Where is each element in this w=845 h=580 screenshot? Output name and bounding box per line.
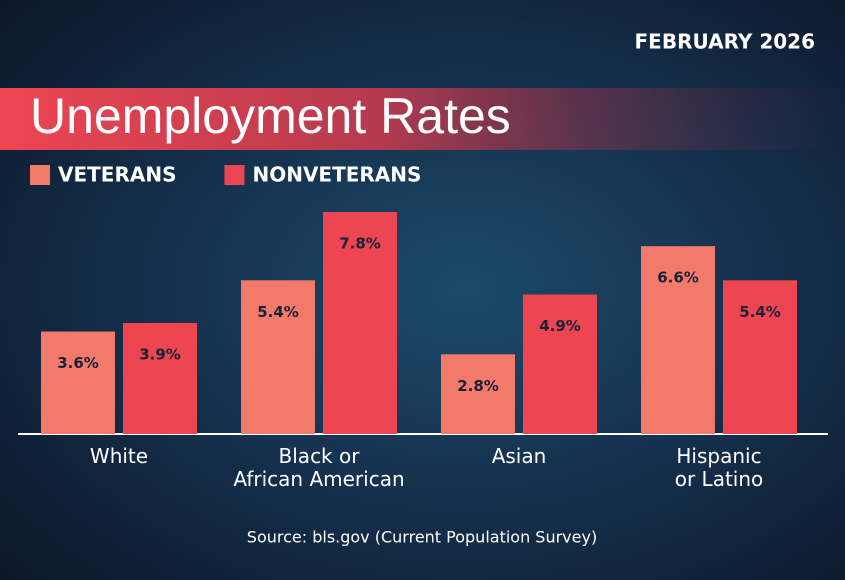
legend-swatch — [224, 165, 245, 185]
bar — [241, 280, 315, 434]
legend-label: VETERANS — [58, 163, 176, 187]
x-tick-label: Black or African American — [233, 444, 404, 491]
bar — [41, 331, 115, 434]
value-label: 5.4% — [739, 303, 781, 321]
value-label: 3.9% — [139, 346, 181, 364]
date: FEBRUARY 2026 — [635, 30, 816, 54]
value-label: 2.8% — [457, 377, 499, 395]
chart-title: Unemployment Rates — [30, 88, 511, 144]
source: Source: bls.gov (Current Population Surv… — [247, 528, 597, 547]
legend-label: NONVETERANS — [252, 163, 421, 187]
bar — [523, 294, 597, 434]
bar — [123, 323, 197, 434]
value-label: 3.6% — [57, 354, 99, 372]
x-tick-label: Asian — [492, 444, 547, 468]
value-label: 5.4% — [257, 303, 299, 321]
value-label: 7.8% — [339, 235, 381, 253]
x-tick-label: White — [90, 444, 148, 468]
value-label: 6.6% — [657, 269, 699, 287]
bar — [441, 354, 515, 434]
value-label: 4.9% — [539, 317, 581, 335]
bar — [723, 280, 797, 434]
x-tick-label: Hispanic or Latino — [675, 444, 764, 491]
bar — [323, 212, 397, 434]
title-banner — [0, 88, 845, 150]
legend-swatch — [30, 165, 50, 185]
bar — [641, 246, 715, 434]
